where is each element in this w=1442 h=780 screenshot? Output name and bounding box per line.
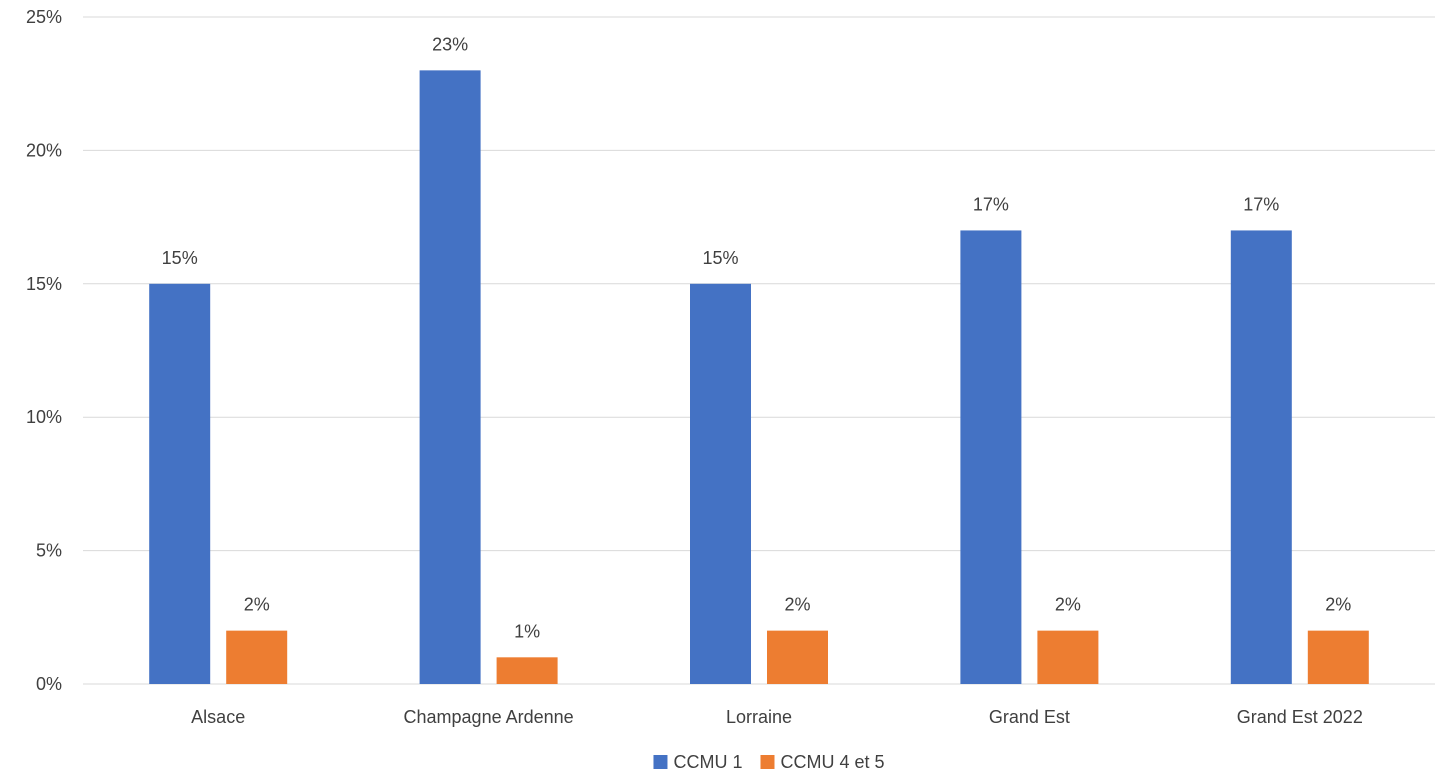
- gridlines: [83, 16, 1435, 685]
- data-label-ccmu-4-et-5: 1%: [514, 621, 540, 641]
- bar-ccmu-1: [1230, 230, 1292, 684]
- legend-label: CCMU 1: [673, 752, 742, 772]
- bar-ccmu-1: [690, 283, 751, 684]
- data-label-ccmu-1: 15%: [162, 248, 198, 268]
- data-label-ccmu-1: 23%: [432, 34, 468, 54]
- legend-item-ccmu-1: CCMU 1: [653, 752, 742, 772]
- x-axis-tick-labels: Alsace Champagne Ardenne Lorraine Grand Est…: [191, 707, 1363, 727]
- data-label-ccmu-4-et-5: 2%: [244, 595, 270, 615]
- bars: [149, 70, 1369, 685]
- x-tick-label: Grand Est: [989, 707, 1070, 727]
- y-tick-label: 0%: [36, 674, 62, 694]
- x-tick-label: Alsace: [191, 707, 245, 727]
- y-axis-tick-labels: 0% 5% 10% 15% 20% 25%: [26, 7, 62, 694]
- y-tick-label: 5%: [36, 541, 62, 561]
- data-labels: 15% 2% 23% 1% 15% 2% 17% 2% 17% 2%: [162, 34, 1352, 641]
- bar-ccmu-1: [149, 283, 211, 684]
- legend-label: CCMU 4 et 5: [780, 752, 884, 772]
- data-label-ccmu-1: 15%: [702, 248, 738, 268]
- data-label-ccmu-4-et-5: 2%: [1055, 595, 1081, 615]
- legend-swatch: [760, 755, 775, 769]
- x-tick-label: Grand Est 2022: [1237, 707, 1363, 727]
- bar-ccmu-4-et-5: [496, 657, 558, 684]
- data-label-ccmu-1: 17%: [1243, 194, 1279, 214]
- legend-item-ccmu-4-et-5: CCMU 4 et 5: [760, 752, 885, 772]
- data-label-ccmu-4-et-5: 2%: [784, 595, 810, 615]
- bar-ccmu-1: [960, 230, 1022, 684]
- y-tick-label: 10%: [26, 407, 62, 427]
- x-tick-label: Lorraine: [726, 707, 792, 727]
- y-tick-label: 25%: [26, 7, 62, 27]
- legend-swatch: [653, 755, 668, 769]
- bar-ccmu-4-et-5: [1037, 630, 1099, 684]
- legend: CCMU 1 CCMU 4 et 5: [653, 752, 885, 772]
- data-label-ccmu-4-et-5: 2%: [1325, 595, 1351, 615]
- x-tick-label: Champagne Ardenne: [404, 707, 574, 727]
- bar-ccmu-4-et-5: [226, 630, 288, 684]
- y-tick-label: 15%: [26, 274, 62, 294]
- bar-ccmu-1: [419, 70, 481, 685]
- y-tick-label: 20%: [26, 140, 62, 160]
- data-label-ccmu-1: 17%: [973, 194, 1009, 214]
- bar-ccmu-4-et-5: [767, 630, 828, 684]
- bar-ccmu-4-et-5: [1307, 630, 1369, 684]
